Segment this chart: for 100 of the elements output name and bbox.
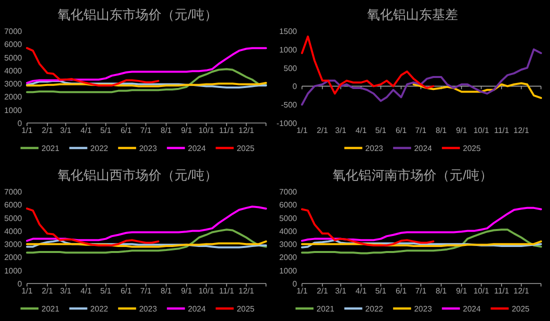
y-tick-label: 1000 xyxy=(279,266,298,276)
y-tick-label: -1000 xyxy=(276,119,298,128)
y-tick-label: 6000 xyxy=(4,200,23,210)
y-tick-label: 7000 xyxy=(4,27,23,36)
y-tick-label: 5000 xyxy=(279,214,298,223)
x-tick-label: 6/1 xyxy=(396,126,408,135)
legend-label: 2024 xyxy=(188,144,206,153)
legend-label: 2022 xyxy=(90,144,109,153)
x-tick-label: 7/1 xyxy=(415,126,427,135)
legend-label: 2023 xyxy=(139,144,158,153)
x-tick-label: 12/1 xyxy=(238,286,255,296)
x-tick-label: 3/1 xyxy=(60,126,72,135)
y-tick-label: 1000 xyxy=(4,106,23,115)
x-tick-label: 9/1 xyxy=(180,126,193,135)
x-tick-label: 4/1 xyxy=(80,286,92,296)
x-tick-label: 8/1 xyxy=(160,286,172,296)
x-tick-label: 7/1 xyxy=(415,286,427,296)
chart-title: 氧化铝山西市场价（元/吨） xyxy=(58,168,218,182)
x-tick-label: 2/1 xyxy=(42,126,54,135)
x-tick-label: 8/1 xyxy=(436,126,448,135)
x-tick-label: 5/1 xyxy=(375,286,387,296)
y-tick-label: 4000 xyxy=(4,66,23,76)
y-tick-label: 5000 xyxy=(4,53,23,62)
x-tick-label: 4/1 xyxy=(80,126,92,135)
x-tick-label: 9/1 xyxy=(180,286,193,296)
y-tick-label: 7000 xyxy=(279,188,298,196)
x-tick-label: 10/1 xyxy=(473,126,490,135)
legend-label: 2025 xyxy=(236,144,256,153)
y-tick-label: 2000 xyxy=(279,253,298,262)
x-tick-label: 12/1 xyxy=(238,126,255,135)
x-tick-label: 2/1 xyxy=(316,126,328,135)
legend-label: 2024 xyxy=(188,304,206,314)
x-tick-label: 6/1 xyxy=(120,126,132,135)
legend-label: 2024 xyxy=(462,304,482,314)
y-tick-label: 6000 xyxy=(4,40,23,50)
y-tick-label: 4000 xyxy=(4,226,23,236)
y-tick-label: 0 xyxy=(18,119,23,128)
y-tick-label: 6000 xyxy=(279,200,298,210)
x-tick-label: 7/1 xyxy=(140,126,152,135)
y-tick-label: 500 xyxy=(284,64,298,73)
x-tick-label: 4/1 xyxy=(356,286,368,296)
chart-title: 氧化铝山东市场价（元/吨） xyxy=(58,7,218,22)
legend-label: 2022 xyxy=(90,304,109,314)
x-tick-label: 1/1 xyxy=(296,126,308,135)
x-tick-label: 11/1 xyxy=(494,286,510,296)
legend-label: 2025 xyxy=(462,144,482,153)
x-tick-label: 9/1 xyxy=(456,286,468,296)
y-tick-label: 0 xyxy=(292,280,298,288)
legend-label: 2024 xyxy=(414,144,432,153)
y-tick-label: 0 xyxy=(292,82,298,92)
y-tick-label: 0 xyxy=(18,280,23,288)
legend-label: 2025 xyxy=(512,304,530,314)
x-tick-label: 1/1 xyxy=(21,286,34,296)
x-tick-label: 3/1 xyxy=(60,286,72,296)
legend-label: 2023 xyxy=(139,304,158,314)
x-tick-label: 12/1 xyxy=(514,286,530,296)
x-tick-label: 5/1 xyxy=(100,286,112,296)
y-tick-label: -500 xyxy=(280,100,298,110)
x-tick-label: 4/1 xyxy=(356,126,368,135)
y-tick-label: 3000 xyxy=(4,80,23,89)
x-tick-label: 8/1 xyxy=(160,126,172,135)
x-tick-label: 12/1 xyxy=(514,126,530,135)
y-tick-label: 7000 xyxy=(4,188,23,196)
y-tick-label: 1000 xyxy=(279,45,298,54)
x-tick-label: 5/1 xyxy=(100,126,112,135)
x-tick-label: 3/1 xyxy=(335,126,347,135)
y-tick-label: 5000 xyxy=(4,214,23,223)
y-tick-label: 3000 xyxy=(279,240,298,250)
legend-label: 2025 xyxy=(236,304,256,314)
legend-label: 2023 xyxy=(365,144,384,153)
x-tick-label: 11/1 xyxy=(494,126,510,135)
y-tick-label: 4000 xyxy=(279,226,298,236)
legend-label: 2022 xyxy=(365,304,384,314)
x-tick-label: 6/1 xyxy=(120,286,132,296)
x-tick-label: 2/1 xyxy=(316,286,328,296)
x-tick-label: 6/1 xyxy=(396,286,408,296)
legend-label: 2023 xyxy=(414,304,432,314)
y-tick-label: 1000 xyxy=(4,266,23,276)
x-tick-label: 5/1 xyxy=(375,126,387,135)
x-tick-label: 1/1 xyxy=(21,126,34,135)
x-tick-label: 10/1 xyxy=(473,286,490,296)
x-tick-label: 8/1 xyxy=(436,286,448,296)
chart-title: 氧化铝河南市场价（元/吨） xyxy=(332,168,492,182)
x-tick-label: 11/1 xyxy=(219,126,235,135)
x-tick-label: 9/1 xyxy=(456,126,468,135)
y-tick-label: 2000 xyxy=(4,253,23,262)
chart-title: 氧化铝山东基差 xyxy=(367,7,458,22)
y-tick-label: 2000 xyxy=(4,92,23,102)
x-tick-label: 10/1 xyxy=(198,126,215,135)
legend-label: 2021 xyxy=(42,144,60,153)
x-tick-label: 2/1 xyxy=(42,286,54,296)
x-tick-label: 11/1 xyxy=(219,286,235,296)
x-tick-label: 10/1 xyxy=(198,286,215,296)
x-tick-label: 3/1 xyxy=(335,286,347,296)
y-tick-label: 1500 xyxy=(279,27,298,36)
x-tick-label: 1/1 xyxy=(296,286,308,296)
legend-label: 2021 xyxy=(42,304,60,314)
x-tick-label: 7/1 xyxy=(140,286,152,296)
legend-label: 2021 xyxy=(316,304,335,314)
y-tick-label: 3000 xyxy=(4,240,23,250)
